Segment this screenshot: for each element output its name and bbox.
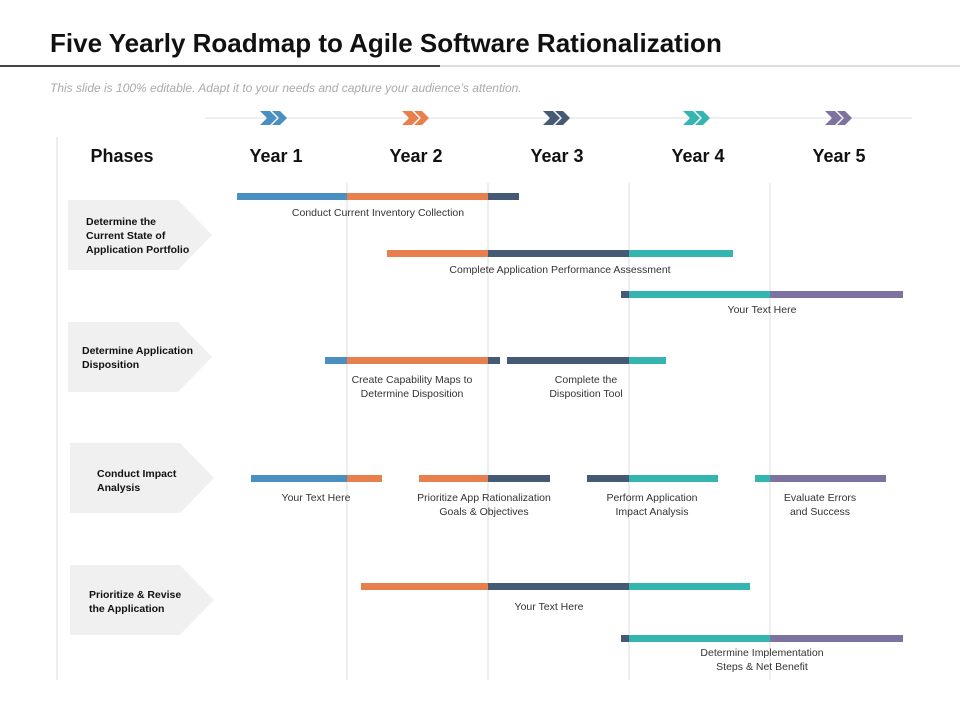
task-label: Perform Application	[606, 492, 697, 504]
phase-label: Determine Application	[82, 345, 193, 357]
phases-header: Phases	[90, 146, 153, 166]
year: Year 2	[389, 146, 442, 166]
task-label: Conduct Current Inventory Collection	[292, 207, 464, 219]
phase-label: Current State of	[86, 230, 166, 242]
phase-label: the Application	[89, 603, 164, 615]
year: Year 5	[812, 146, 865, 166]
subtitle: This slide is 100% editable. Adapt it to…	[50, 81, 522, 95]
task-label: Prioritize App Rationalization	[417, 492, 551, 504]
phase-label: Analysis	[97, 482, 140, 494]
year: Year 1	[249, 146, 302, 166]
phase-label: Determine the	[86, 216, 156, 228]
phase-label: Disposition	[82, 359, 139, 371]
task-label: Complete the	[555, 374, 618, 386]
chevrons	[260, 111, 852, 125]
phase-label: Application Portfolio	[86, 244, 189, 256]
task-label: Evaluate Errors	[784, 492, 856, 504]
task-label: Create Capability Maps to	[352, 374, 473, 386]
task-label: Disposition Tool	[549, 388, 622, 400]
bars	[237, 193, 903, 642]
dividers	[56, 137, 771, 680]
phase-label: Prioritize & Revise	[89, 589, 181, 601]
task-label: and Success	[790, 506, 850, 518]
task-label: Your Text Here	[282, 492, 351, 504]
task-label: Determine Implementation	[700, 647, 823, 659]
phase-label: Conduct Impact	[97, 468, 177, 480]
year: Year 3	[530, 146, 583, 166]
title: Five Yearly Roadmap to Agile Software Ra…	[50, 28, 722, 58]
task-label: Your Text Here	[728, 304, 797, 316]
task-label: Steps & Net Benefit	[716, 661, 808, 673]
task-label: Complete Application Performance Assessm…	[449, 264, 670, 276]
task-label: Impact Analysis	[616, 506, 689, 518]
year: Year 4	[671, 146, 724, 166]
task-label: Determine Disposition	[361, 388, 464, 400]
phase-boxes	[68, 200, 214, 635]
task-label: Goals & Objectives	[439, 506, 528, 518]
task-label: Your Text Here	[515, 601, 584, 613]
